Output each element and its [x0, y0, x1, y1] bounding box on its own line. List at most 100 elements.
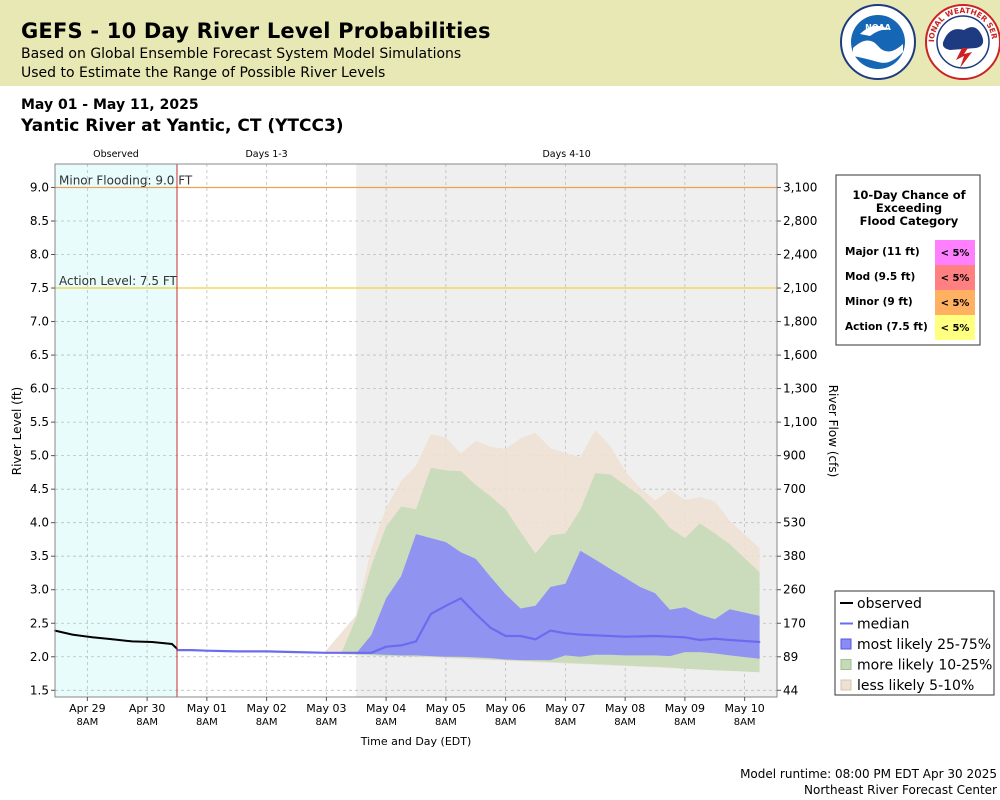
- legend-swatch-3: [840, 638, 852, 650]
- series-point-median-14: [459, 597, 462, 600]
- flow-tick-label-15: 3,100: [783, 180, 817, 194]
- exceedance-cell-2: [935, 265, 975, 290]
- y-tick-label-9: 6.0: [30, 382, 49, 396]
- series-point-median-10: [400, 644, 402, 647]
- x-tick-day-0: Apr 29: [69, 702, 106, 715]
- period-background-1: [55, 164, 177, 697]
- series-point-median-2: [205, 649, 208, 652]
- exceedance-cell-3: [935, 290, 975, 315]
- x-tick-day-8: May 07: [545, 702, 585, 715]
- series-point-median-26: [683, 636, 686, 639]
- y-tick-label-4: 3.5: [30, 549, 49, 563]
- series-point-median-25: [654, 635, 656, 637]
- exceedance-title-line-1: 10-Day Chance of: [852, 188, 966, 202]
- series-point-observed-2: [91, 636, 94, 639]
- y-tick-label-0: 1.5: [30, 683, 49, 697]
- x-tick-time-2: 8AM: [196, 717, 218, 728]
- flow-tick-label-2: 170: [783, 616, 806, 630]
- exceedance-row-label-1: Major (11 ft): [845, 246, 920, 258]
- series-point-median-18: [519, 635, 522, 637]
- threshold-label-1: Minor Flooding: 9.0 FT: [59, 173, 193, 187]
- flow-tick-label-4: 380: [783, 549, 806, 563]
- y-tick-label-2: 2.5: [30, 616, 49, 630]
- x-tick-day-5: May 04: [366, 702, 406, 715]
- x-tick-day-6: May 05: [426, 702, 466, 715]
- header-banner: GEFS - 10 Day River Level Probabilities …: [0, 0, 1000, 86]
- y-tick-label-3: 3.0: [30, 583, 49, 597]
- x-tick-time-8: 8AM: [554, 717, 576, 728]
- chart-main-title: GEFS - 10 Day River Level Probabilities: [21, 19, 491, 43]
- flow-tick-label-7: 900: [783, 449, 806, 463]
- series-point-median-13: [444, 604, 447, 607]
- date-range: May 01 - May 11, 2025: [21, 97, 199, 113]
- series-point-observed-1: [71, 633, 74, 636]
- model-runtime: Model runtime: 08:00 PM EDT Apr 30 2025: [740, 767, 997, 781]
- flow-tick-label-14: 2,800: [783, 214, 817, 228]
- period-label-2: Days 1-3: [245, 149, 287, 160]
- y-tick-label-12: 7.5: [30, 281, 49, 295]
- flow-tick-label-0: 44: [783, 683, 798, 697]
- y-tick-label-13: 8.0: [30, 248, 49, 262]
- series-point-observed-3: [111, 638, 114, 641]
- y-tick-label-6: 4.5: [30, 482, 49, 496]
- flow-tick-label-9: 1,300: [783, 382, 817, 396]
- x-tick-day-11: May 10: [725, 702, 765, 715]
- series-point-median-8: [370, 651, 373, 654]
- exceedance-cell-1: [935, 240, 975, 265]
- x-tick-day-9: May 08: [605, 702, 645, 715]
- series-point-median-9: [385, 645, 388, 648]
- series-point-median-22: [579, 633, 582, 636]
- series-point-median-24: [624, 635, 627, 638]
- flow-tick-label-12: 2,100: [783, 281, 817, 295]
- y-axis-title: River Level (ft): [10, 387, 24, 475]
- axes: 1.5 2.0 2.5 3.0 3.5 4.0 4.5 5.0 5.5 6.0 6.5 7.0 7.5 8…: [10, 180, 840, 748]
- x-tick-day-7: May 06: [486, 702, 526, 715]
- noaa-logo-text: NOAA: [865, 23, 891, 32]
- plot-border: [54, 163, 778, 698]
- legend-box: [834, 590, 995, 696]
- exceedance-row-label-3: Minor (9 ft): [845, 296, 913, 308]
- legend-label-5: less likely 5-10%: [857, 678, 974, 694]
- series-point-median-19: [534, 638, 537, 641]
- series-point-observed-4: [131, 640, 134, 643]
- series-point-median-16: [489, 627, 492, 629]
- exceedance-value-4: < 5%: [941, 323, 970, 334]
- x-axis-title: Time and Day (EDT): [360, 735, 472, 748]
- exceedance-cell-4: [935, 315, 975, 340]
- forecast-center: Northeast River Forecast Center: [804, 783, 997, 797]
- x-tick-time-7: 8AM: [495, 717, 517, 728]
- x-tick-time-6: 8AM: [435, 717, 457, 728]
- flow-tick-label-11: 1,800: [783, 315, 817, 329]
- series-point-median-12: [430, 612, 432, 615]
- series-point-median-29: [728, 639, 731, 641]
- series-point-median-5: [295, 651, 298, 653]
- y-tick-label-8: 5.5: [30, 415, 49, 429]
- series-point-median-23: [594, 634, 597, 637]
- x-tick-time-11: 8AM: [734, 717, 756, 728]
- x-tick-day-1: Apr 30: [129, 702, 166, 715]
- x-tick-time-10: 8AM: [674, 717, 696, 728]
- band-3: [356, 534, 760, 661]
- series-point-median-21: [564, 632, 567, 635]
- flow-tick-label-10: 1,600: [783, 348, 817, 362]
- legend-label-2: median: [857, 617, 909, 633]
- series-point-median-15: [474, 612, 477, 615]
- legend-label-4: more likely 10-25%: [857, 658, 992, 674]
- exceedance-title-line-3: Flood Category: [860, 214, 959, 228]
- station-name: Yantic River at Yantic, CT (YTCC3): [21, 116, 344, 136]
- chart-subtitle-1: Based on Global Ensemble Forecast System…: [21, 46, 462, 62]
- series-point-median-27: [698, 639, 701, 641]
- x-tick-time-0: 8AM: [76, 717, 98, 728]
- series-point-median-20: [549, 629, 552, 632]
- series-point-observed-6: [171, 643, 173, 645]
- series-point-median-7: [355, 651, 358, 654]
- series-point-median-17: [504, 635, 507, 637]
- x-tick-day-3: May 02: [246, 702, 286, 715]
- legend-swatch-4: [840, 659, 852, 670]
- exceedance-row-label-4: Action (7.5 ft): [845, 321, 928, 333]
- period-label-1: Observed: [93, 149, 139, 160]
- legend-label-1: observed: [857, 596, 922, 612]
- series-point-median-1: [191, 649, 193, 651]
